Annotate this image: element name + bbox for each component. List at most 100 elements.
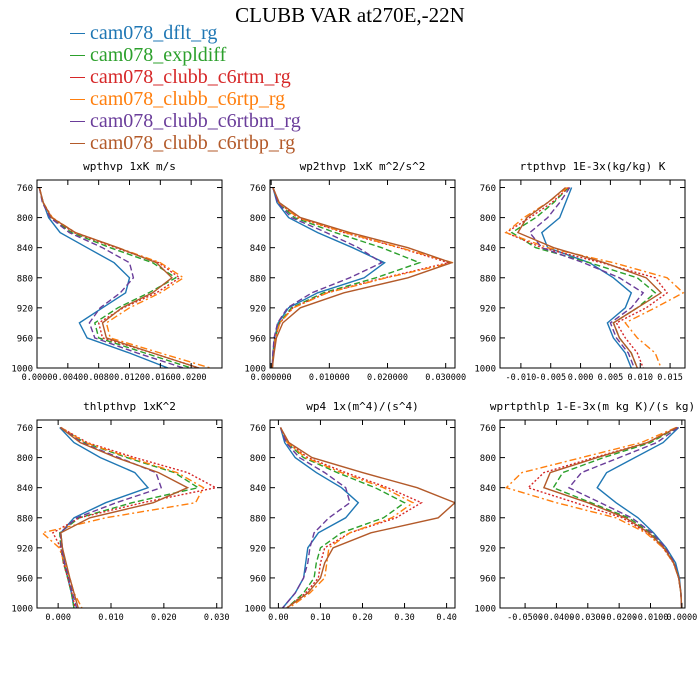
- y-tick-label: 760: [250, 184, 266, 194]
- series-line-cam078_dflt_rg: [38, 187, 169, 368]
- x-tick-label: 0.000: [568, 373, 594, 383]
- y-tick-label: 760: [17, 424, 33, 434]
- series-line-cam078_clubb_c6rtbp_rg: [59, 426, 190, 608]
- series-line-cam078_clubb_c6rtp_rg: [504, 426, 683, 608]
- x-tick-label: -0.0300: [570, 613, 606, 623]
- y-tick-label: 800: [250, 454, 266, 464]
- x-tick-label: 0.005: [598, 373, 624, 383]
- y-tick-label: 880: [250, 274, 266, 284]
- y-tick-label: 960: [250, 334, 266, 344]
- y-tick-label: 800: [480, 454, 496, 464]
- series-line-cam078_clubb_c6rtbm_rg: [528, 187, 645, 368]
- plot-frame: [499, 179, 686, 369]
- y-tick-label: 880: [480, 514, 496, 524]
- x-tick-label: 0.0200: [176, 373, 207, 383]
- y-tick-label: 960: [480, 334, 496, 344]
- series-line-cam078_dflt_rg: [540, 187, 633, 368]
- x-tick-label: 0.000: [45, 613, 71, 623]
- series-line-cam078_clubb_c6rtp_rg: [38, 187, 211, 368]
- plot-frame: [36, 179, 223, 369]
- y-tick-label: 880: [17, 514, 33, 524]
- y-tick-label: 920: [480, 544, 496, 554]
- y-tick-label: 840: [17, 484, 33, 494]
- series-line-cam078_clubb_c6rtp_rg: [271, 187, 453, 368]
- panel-title: wp4 1x(m^4)/(s^4): [306, 400, 419, 413]
- series-line-cam078_expldiff: [552, 426, 683, 608]
- x-tick-label: 0.020: [151, 613, 177, 623]
- series-line-cam078_clubb_c6rtbp_rg: [279, 427, 455, 608]
- series-line-cam078_clubb_c6rtp_rg: [40, 426, 205, 608]
- x-tick-label: 0.030: [204, 613, 230, 623]
- legend-label: cam078_expldiff: [90, 44, 227, 66]
- chart-panel: wprtpthlp 1-E-3x(m kg K)/(s kg) 760 800 840…: [474, 400, 697, 623]
- x-tick-label: 0.030000: [425, 373, 466, 383]
- chart-panel: rtpthvp 1E-3x(kg/kg) K 760 800 840 880 920 960…: [474, 160, 686, 383]
- x-tick-label: -0.0500: [507, 613, 543, 623]
- x-tick-label: -0.005: [535, 373, 566, 383]
- legend-label: cam078_clubb_c6rtbm_rg: [90, 110, 301, 132]
- series-line-cam078_clubb_c6rtm_rg: [51, 426, 218, 608]
- y-tick-label: 840: [250, 244, 266, 254]
- y-tick-label: 920: [17, 544, 33, 554]
- x-tick-label: 0.0000: [667, 613, 698, 623]
- series-line-cam078_clubb_c6rtm_rg: [504, 186, 669, 368]
- series-line-cam078_dflt_rg: [279, 427, 360, 608]
- chart-panel: wp4 1x(m^4)/(s^4)76080084088092096010000…: [244, 400, 457, 623]
- x-tick-label: 0.0080: [83, 373, 114, 383]
- y-tick-label: 920: [17, 304, 33, 314]
- panel-title: wprtpthlp 1-E-3x(m kg K)/(s kg): [490, 400, 695, 413]
- y-tick-label: 800: [250, 214, 266, 224]
- y-tick-label: 840: [250, 484, 266, 494]
- y-tick-label: 800: [17, 214, 33, 224]
- y-tick-label: 960: [17, 574, 33, 584]
- series-line-cam078_clubb_c6rtbp_rg: [271, 187, 454, 368]
- y-tick-label: 920: [480, 304, 496, 314]
- y-tick-label: 880: [17, 274, 33, 284]
- x-tick-label: -0.0400: [539, 613, 575, 623]
- legend-swatch: [70, 99, 85, 100]
- y-tick-label: 1000: [474, 365, 496, 375]
- legend-swatch: [70, 77, 85, 78]
- x-tick-label: -0.0200: [601, 613, 637, 623]
- plot-frame: [499, 419, 686, 609]
- x-tick-label: 0.00: [268, 613, 288, 623]
- series-line-cam078_clubb_c6rtbm_rg: [38, 187, 184, 368]
- series-line-cam078_clubb_c6rtp_rg: [279, 427, 415, 608]
- series-line-cam078_dflt_rg: [596, 426, 683, 608]
- series-line-cam078_clubb_c6rtbm_rg: [279, 427, 351, 608]
- series-line-cam078_clubb_c6rtbp_rg: [542, 426, 683, 608]
- legend-label: cam078_clubb_c6rtm_rg: [90, 66, 291, 88]
- y-tick-label: 1000: [11, 605, 33, 615]
- legend-swatch: [70, 33, 85, 34]
- y-tick-label: 1000: [244, 605, 266, 615]
- x-tick-label: 0.010: [627, 373, 653, 383]
- y-tick-label: 760: [17, 184, 33, 194]
- x-tick-label: 0.020000: [367, 373, 408, 383]
- x-tick-label: 0.000000: [251, 373, 292, 383]
- plot-frame: [269, 179, 456, 369]
- series-line-cam078_clubb_c6rtm_rg: [526, 426, 683, 608]
- legend-label: cam078_dflt_rg: [90, 22, 218, 44]
- y-tick-label: 960: [17, 334, 33, 344]
- y-tick-label: 800: [480, 214, 496, 224]
- x-tick-label: 0.015: [657, 373, 683, 383]
- y-tick-label: 1000: [244, 365, 266, 375]
- x-tick-label: 0.0120: [114, 373, 145, 383]
- y-tick-label: 920: [250, 544, 266, 554]
- y-tick-label: 1000: [474, 605, 496, 615]
- y-tick-label: 920: [250, 304, 266, 314]
- y-tick-label: 960: [250, 574, 266, 584]
- series-line-cam078_clubb_c6rtbp_rg: [38, 187, 200, 368]
- x-tick-label: 0.20: [352, 613, 372, 623]
- y-tick-label: 840: [480, 484, 496, 494]
- x-tick-label: 0.40: [436, 613, 456, 623]
- x-tick-label: 0.30: [394, 613, 414, 623]
- chart-panel: wpthvp 1xK m/s76080084088092096010000.00…: [11, 160, 223, 383]
- series-line-cam078_expldiff: [279, 427, 406, 608]
- panel-title: wpthvp 1xK m/s: [83, 160, 176, 173]
- y-tick-label: 760: [480, 184, 496, 194]
- series-line-cam078_clubb_c6rtp_rg: [504, 186, 685, 368]
- y-tick-label: 760: [250, 424, 266, 434]
- panel-title: thlpthvp 1xK^2: [83, 400, 176, 413]
- series-line-cam078_clubb_c6rtm_rg: [271, 187, 452, 368]
